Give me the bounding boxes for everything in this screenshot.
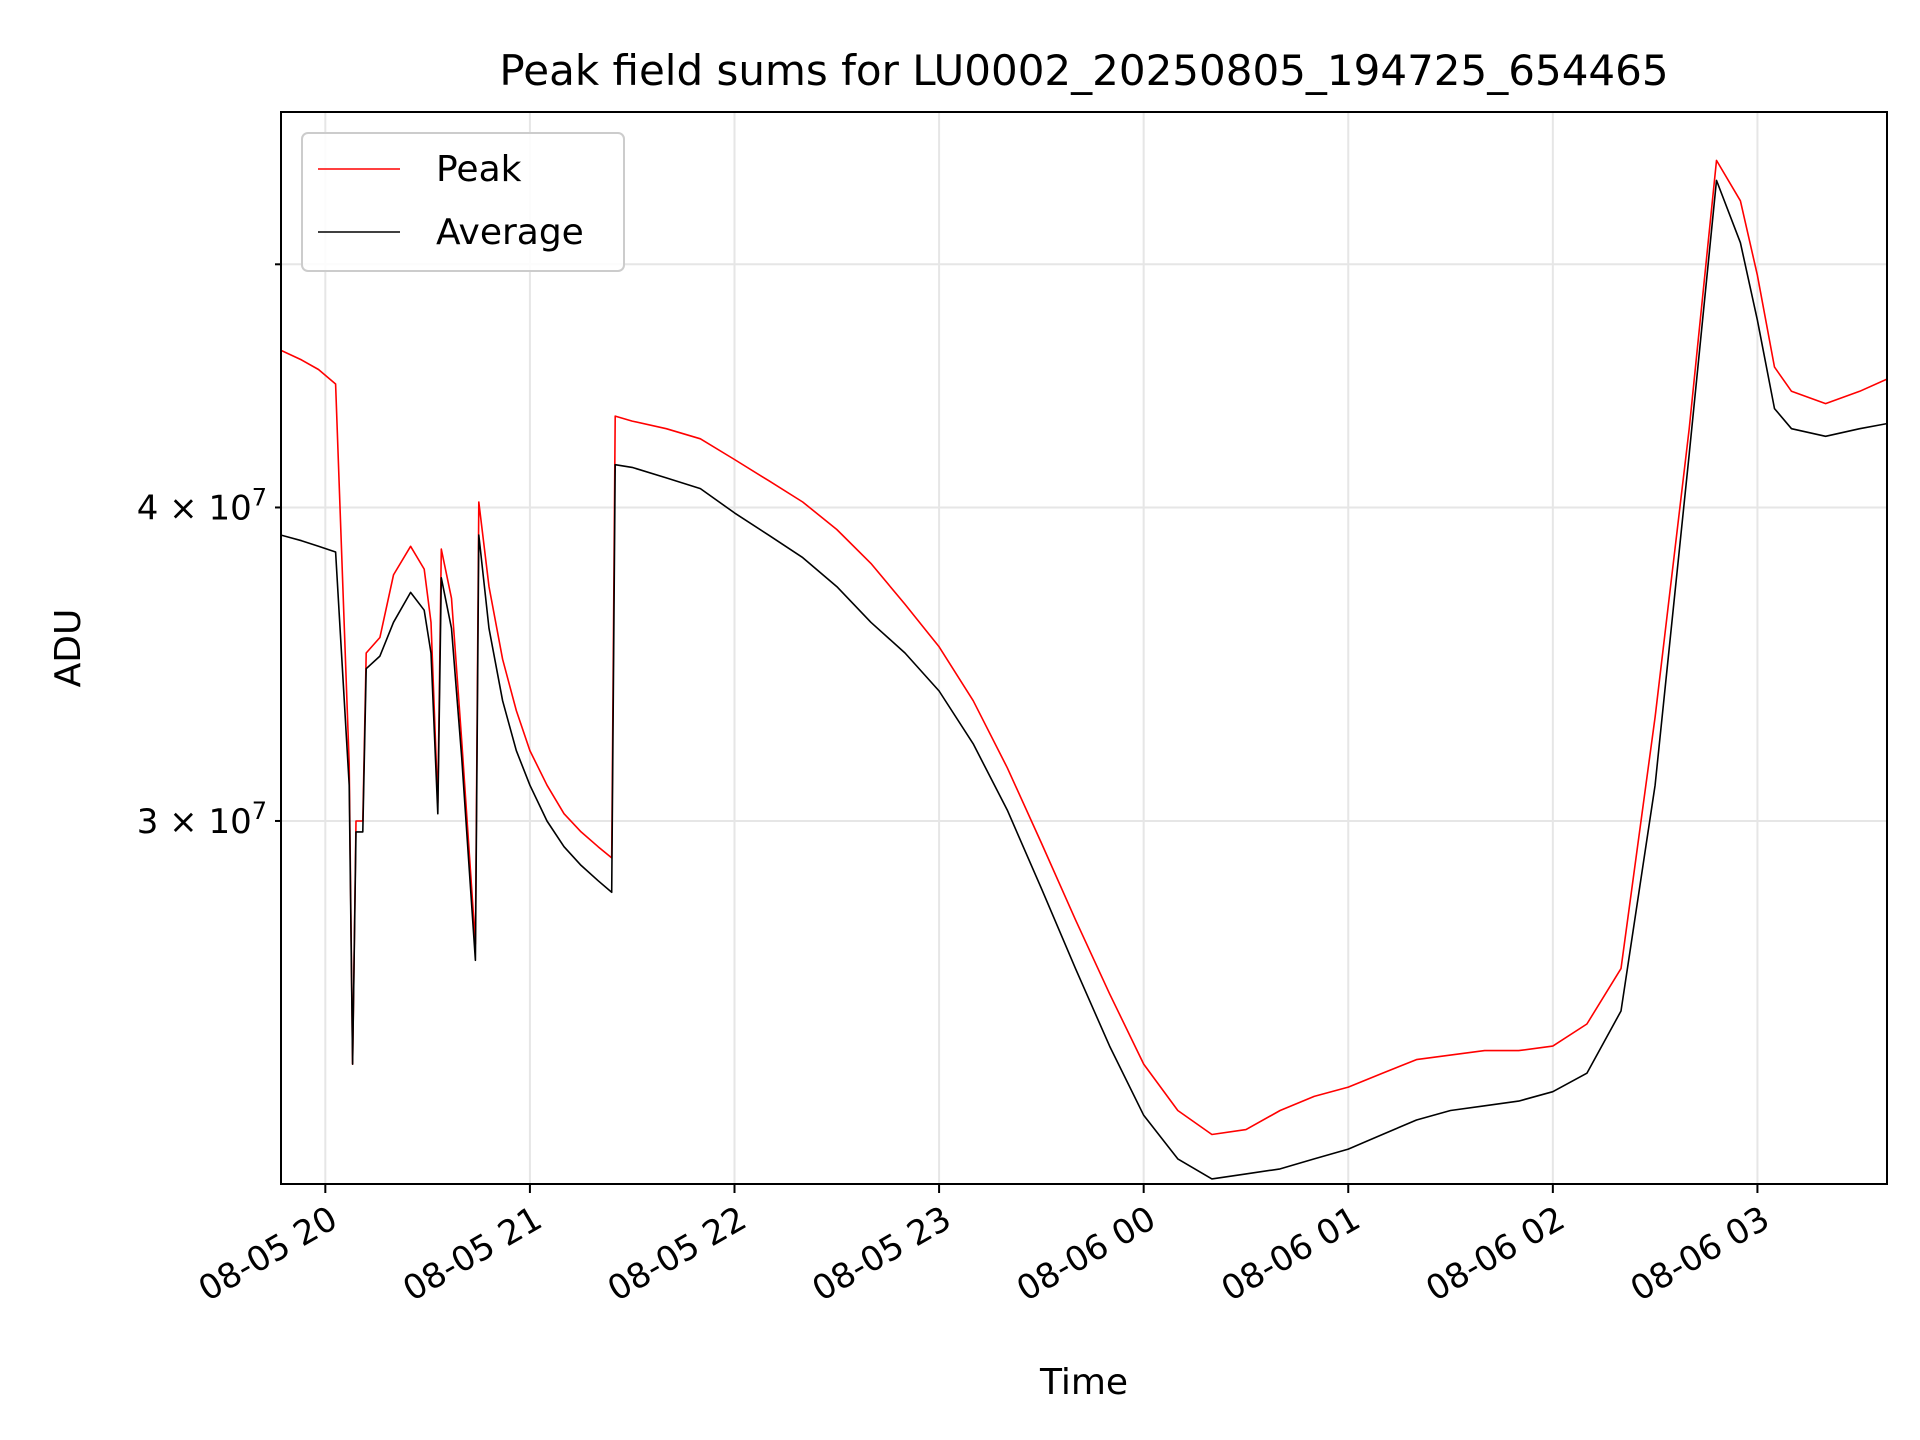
legend-label-average: Average [436,212,584,253]
x-axis-label: Time [1039,1362,1128,1403]
y-tick-label: 3 × 107 [137,797,267,842]
legend: Peak Average [301,132,625,272]
y-axis: 3 × 107 4 × 107 [137,263,281,842]
plot-series [281,159,1887,1180]
chart-title: Peak field sums for LU0002_20250805_1947… [499,46,1668,95]
legend-label-peak: Peak [436,149,522,190]
series-line-average [281,179,1887,1180]
y-tick-label: 4 × 107 [137,483,267,528]
series-line-peak [281,159,1887,1136]
grid [281,112,1887,1184]
plot-frame [280,111,1888,1185]
legend-box [301,132,625,272]
y-axis-label: ADU [48,609,89,688]
